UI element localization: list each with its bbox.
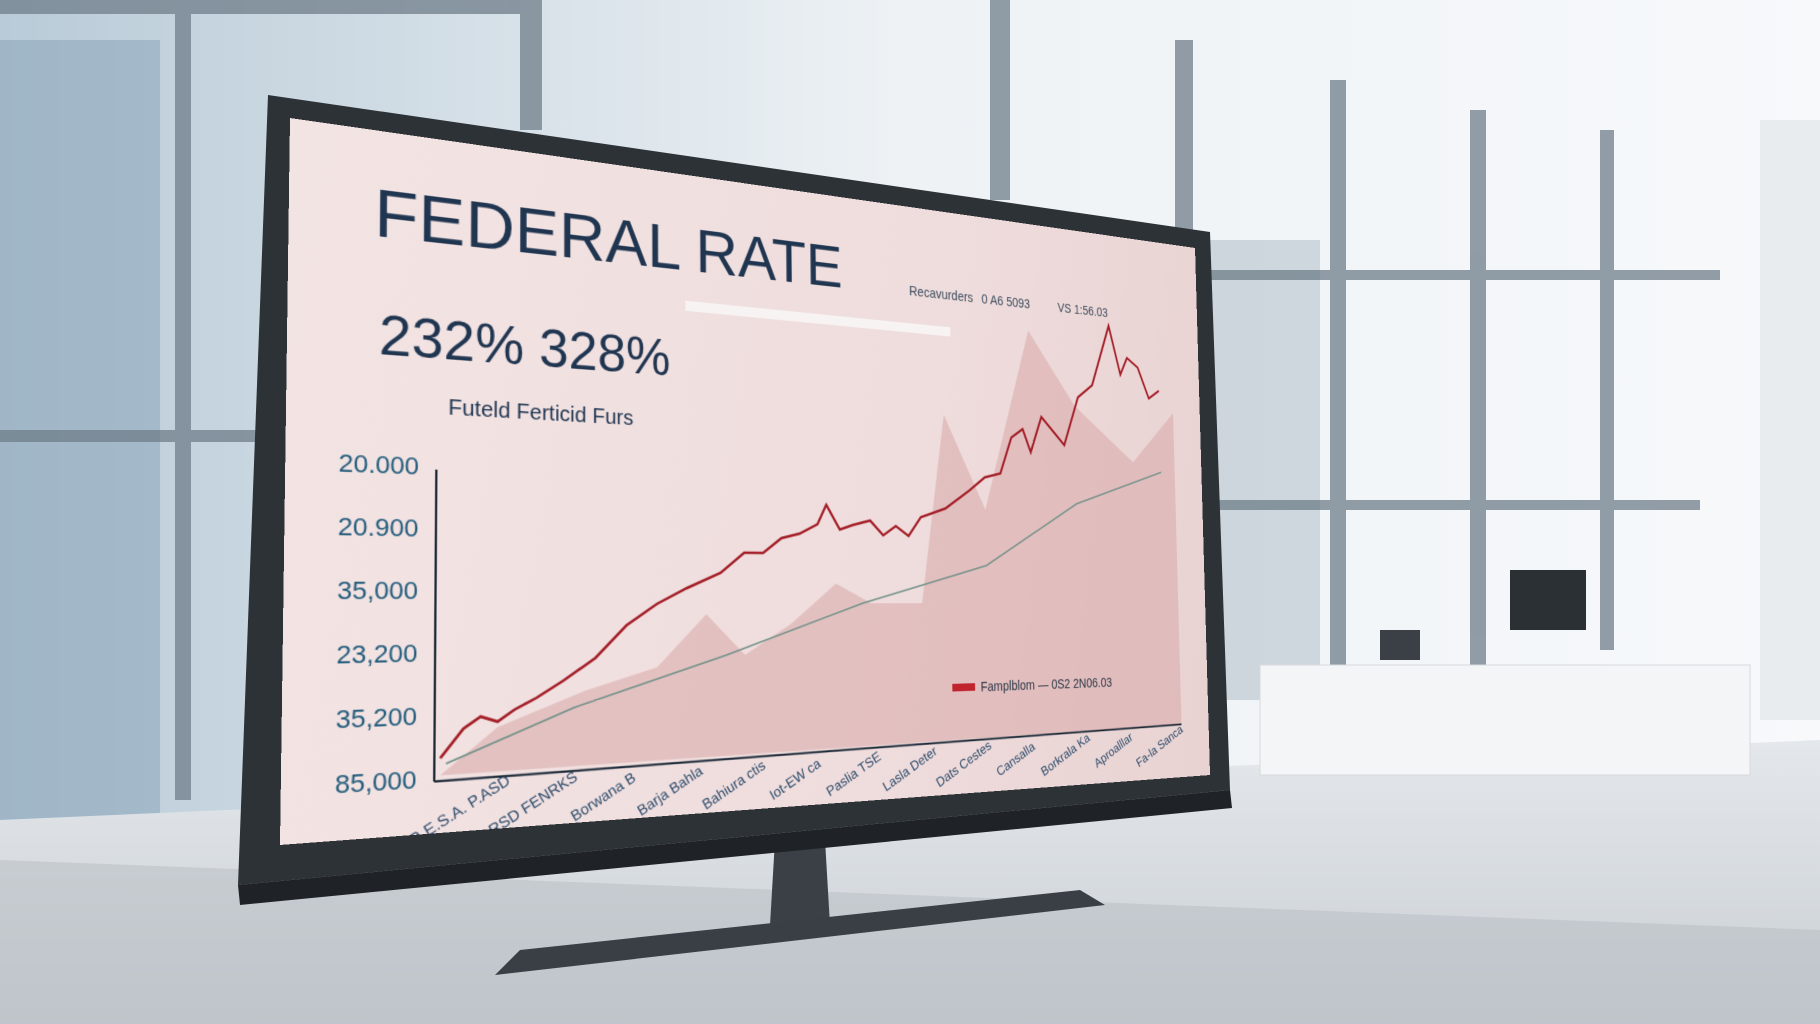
x-label: Paslia TSE	[824, 748, 884, 799]
header-item: 0 A6 5093	[981, 292, 1030, 312]
x-label: Aproalllar	[1092, 730, 1135, 771]
subtitle: Futeld Ferticid Furs	[448, 395, 633, 430]
y-label: 20.900	[338, 512, 419, 542]
x-label: Cansalla	[994, 739, 1037, 780]
x-label: Borwana B	[568, 769, 639, 825]
monitor-edge	[238, 790, 1232, 905]
y-label: 23,200	[336, 639, 417, 669]
background-monitor	[1510, 570, 1586, 630]
x-label: Fa-la Sanca	[1134, 722, 1185, 770]
header-item: VS 1:56.03	[1057, 300, 1107, 320]
header-item: Recavurders	[909, 283, 973, 305]
desk	[1259, 664, 1751, 776]
legend-swatch	[952, 683, 976, 692]
x-label: Lasla Deter	[880, 743, 939, 795]
x-label: Barja Bahla	[634, 762, 705, 819]
screen-chart: FEDERAL RATE 232% 328% Futeld Ferticid F…	[335, 175, 1210, 845]
x-label: Iot-EW ca	[767, 755, 823, 803]
wall	[1760, 120, 1820, 720]
y-label: 35,200	[335, 702, 417, 734]
y-label: 35,000	[337, 576, 418, 605]
x-label: Bahiura ctis	[699, 757, 768, 813]
monitor-base	[495, 890, 1105, 975]
legend-text: Famplblom — 0S2 2N06.03	[981, 675, 1113, 694]
monitor-screen: FEDERAL RATE 232% 328% Futeld Ferticid F…	[279, 118, 1211, 845]
x-label: Borkrala Ka	[1039, 730, 1092, 779]
headline: 232% 328%	[379, 304, 671, 387]
y-label: 20.000	[338, 449, 419, 480]
title-underline	[685, 300, 951, 337]
x-label: Dats Cestes	[934, 737, 994, 790]
table	[0, 860, 1820, 1024]
monitor-neck	[770, 840, 830, 925]
background-laptop	[1380, 630, 1420, 660]
y-axis	[434, 470, 436, 782]
y-label: 85,000	[335, 765, 417, 799]
title: FEDERAL RATE	[374, 175, 843, 301]
